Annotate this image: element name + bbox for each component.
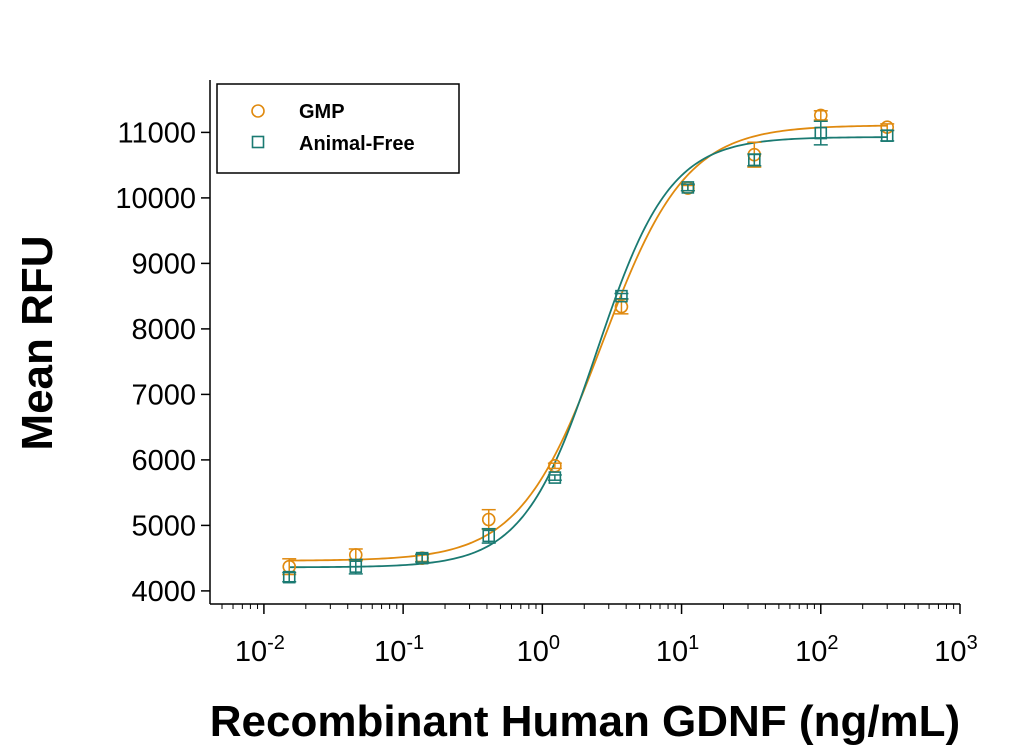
y-tick-label: 10000 <box>115 183 196 215</box>
legend-gmp-label: GMP <box>299 101 345 123</box>
y-tick-label: 9000 <box>131 248 196 280</box>
x-axis-title: Recombinant Human GDNF (ng/mL) <box>210 697 960 746</box>
y-tick-label: 5000 <box>131 510 196 542</box>
y-tick-label: 7000 <box>131 379 196 411</box>
fit-curves <box>289 124 888 569</box>
x-tick-label: 10-2 <box>235 632 285 668</box>
y-tick-label: 4000 <box>131 576 196 608</box>
animal-free-point <box>681 181 695 194</box>
animal-free-point <box>548 471 562 484</box>
animal-free-point <box>415 551 429 565</box>
animal-free-point <box>615 289 628 303</box>
animal-free-point <box>880 129 894 142</box>
y-tick-label: 11000 <box>118 117 197 149</box>
gmp-point <box>614 299 629 314</box>
gmp-point <box>481 512 496 527</box>
gmp-fit-curve <box>289 124 888 562</box>
x-tick-label: 102 <box>795 632 838 668</box>
animal-free-fit-curve <box>289 136 888 569</box>
animal-free-point <box>747 153 761 167</box>
animal-free-point <box>349 560 363 573</box>
x-tick-label: 100 <box>517 632 560 668</box>
legend-gmp-marker <box>251 104 265 118</box>
x-tick-label: 101 <box>656 632 699 668</box>
data-points <box>282 108 895 584</box>
legend-box <box>216 83 460 174</box>
legend-animal-free-label: Animal-Free <box>299 133 415 155</box>
x-tick-label: 103 <box>934 632 977 668</box>
y-tick-label: 8000 <box>131 314 196 346</box>
animal-free-point <box>282 570 296 584</box>
animal-free-point <box>814 126 828 140</box>
animal-free-point <box>482 529 496 543</box>
legend: GMP Animal-Free <box>216 83 460 174</box>
y-tick-label: 6000 <box>131 445 196 477</box>
y-axis-title: Mean RFU <box>13 235 62 450</box>
x-tick-label: 10-1 <box>374 632 424 668</box>
legend-animal-free-marker <box>251 135 265 149</box>
